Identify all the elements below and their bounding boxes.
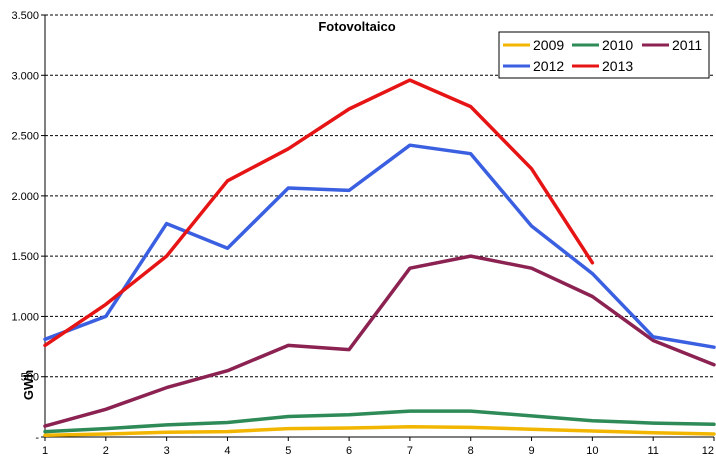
- x-tick-label: 10: [586, 445, 598, 457]
- x-tick-label: 9: [528, 445, 534, 457]
- legend-label-2010: 2010: [602, 37, 633, 53]
- y-tick-label: 2.000: [11, 191, 39, 203]
- series-line-2013: [43, 78, 595, 348]
- y-tick-label: 3.500: [11, 10, 39, 22]
- series-lines: [43, 78, 716, 437]
- y-tick-label: 2.500: [11, 131, 39, 143]
- y-axis-label: GWh: [21, 370, 36, 400]
- y-tick-label: 1.000: [11, 311, 39, 323]
- y-tick-label: 1.500: [11, 251, 39, 263]
- legend-label-2012: 2012: [533, 58, 564, 74]
- y-tick-label: -: [35, 432, 39, 444]
- legend-label-2009: 2009: [533, 37, 564, 53]
- x-tick-label: 1: [42, 445, 48, 457]
- y-tick-label: 3.000: [11, 70, 39, 82]
- legend-label-2013: 2013: [602, 58, 633, 74]
- series-line-2012: [43, 143, 716, 349]
- series-line-2010: [43, 409, 716, 434]
- x-tick-label: 11: [647, 445, 658, 457]
- series-line-2011: [43, 254, 716, 428]
- gridlines: [45, 14, 714, 378]
- x-tick-label: 7: [407, 445, 413, 457]
- x-tick-label: 12: [702, 445, 714, 457]
- legend: 2009 2010 2011 2012 2013: [498, 31, 710, 79]
- x-tick-label: 6: [346, 445, 352, 457]
- chart-title: Fotovoltaico: [318, 19, 395, 34]
- x-tick-label: 3: [164, 445, 170, 457]
- series-line-2009: [43, 425, 716, 437]
- axes: [41, 14, 715, 441]
- x-tick-label: 5: [285, 445, 291, 457]
- x-tick-labels: 1 2 3 4 5 6 7 8 9 10 11 12: [42, 445, 714, 457]
- x-tick-label: 8: [468, 445, 474, 457]
- y-tick-labels: - 500 1.000 1.500 2.000 2.500 3.000 3.500: [11, 10, 39, 444]
- legend-box: [498, 31, 710, 79]
- legend-label-2011: 2011: [672, 37, 702, 53]
- y-tick-label: 500: [21, 372, 39, 384]
- x-tick-label: 4: [224, 445, 230, 457]
- x-tick-label: 2: [103, 445, 109, 457]
